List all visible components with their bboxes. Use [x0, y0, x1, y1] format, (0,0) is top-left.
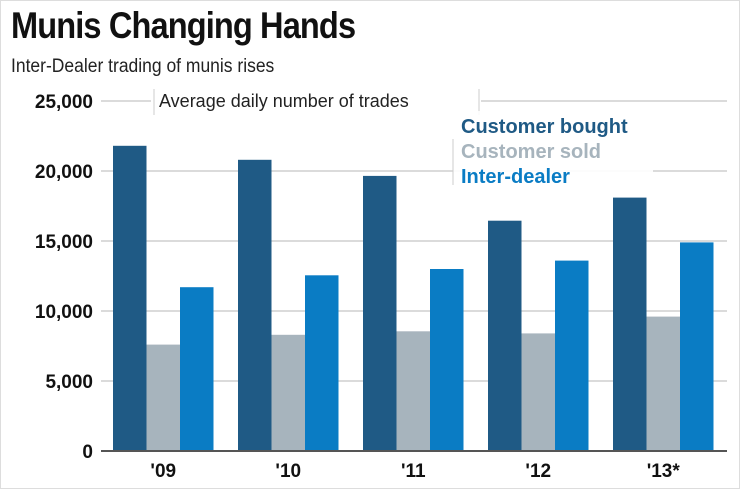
y-tick-label: 0: [82, 442, 93, 463]
y-tick-label: 5,000: [45, 372, 93, 393]
y-tick-label: 20,000: [35, 162, 93, 183]
bar-inter-dealer: [680, 242, 714, 451]
legend-entry: Customer sold: [461, 141, 601, 163]
x-tick-label: '12: [525, 461, 551, 482]
bar-customer-sold: [646, 316, 680, 451]
ylabel-background: [151, 87, 481, 113]
bar-inter-dealer: [305, 275, 339, 451]
bar-customer-sold: [396, 331, 430, 451]
y-tick-label: 15,000: [35, 232, 93, 253]
x-tick-label: '11: [401, 461, 426, 482]
bar-inter-dealer: [180, 287, 214, 451]
y-tick-label: 25,000: [35, 92, 93, 113]
x-tick-label: '10: [275, 461, 301, 482]
chart-title: Munis Changing Hands: [11, 5, 356, 46]
bar-inter-dealer: [555, 260, 589, 451]
bar-customer-bought: [238, 159, 272, 452]
legend-entry: Inter-dealer: [461, 166, 570, 188]
chart-subtitle: Inter-Dealer trading of munis rises: [11, 56, 275, 77]
bar-customer-sold: [271, 334, 305, 451]
bar-customer-bought: [363, 175, 397, 451]
y-tick-label: 10,000: [35, 302, 93, 323]
bar-customer-sold: [146, 344, 180, 451]
bar-customer-bought: [488, 220, 522, 451]
legend-entry: Customer bought: [461, 116, 628, 138]
x-tick-label: '09: [150, 461, 176, 482]
x-tick-label: '13*: [647, 461, 681, 482]
bar-customer-bought: [613, 197, 647, 451]
bar-inter-dealer: [430, 269, 464, 451]
bar-customer-sold: [521, 333, 555, 451]
legend-background: [453, 111, 653, 185]
y-axis-label: Average daily number of trades: [159, 91, 409, 111]
bar-customer-bought: [113, 145, 147, 452]
